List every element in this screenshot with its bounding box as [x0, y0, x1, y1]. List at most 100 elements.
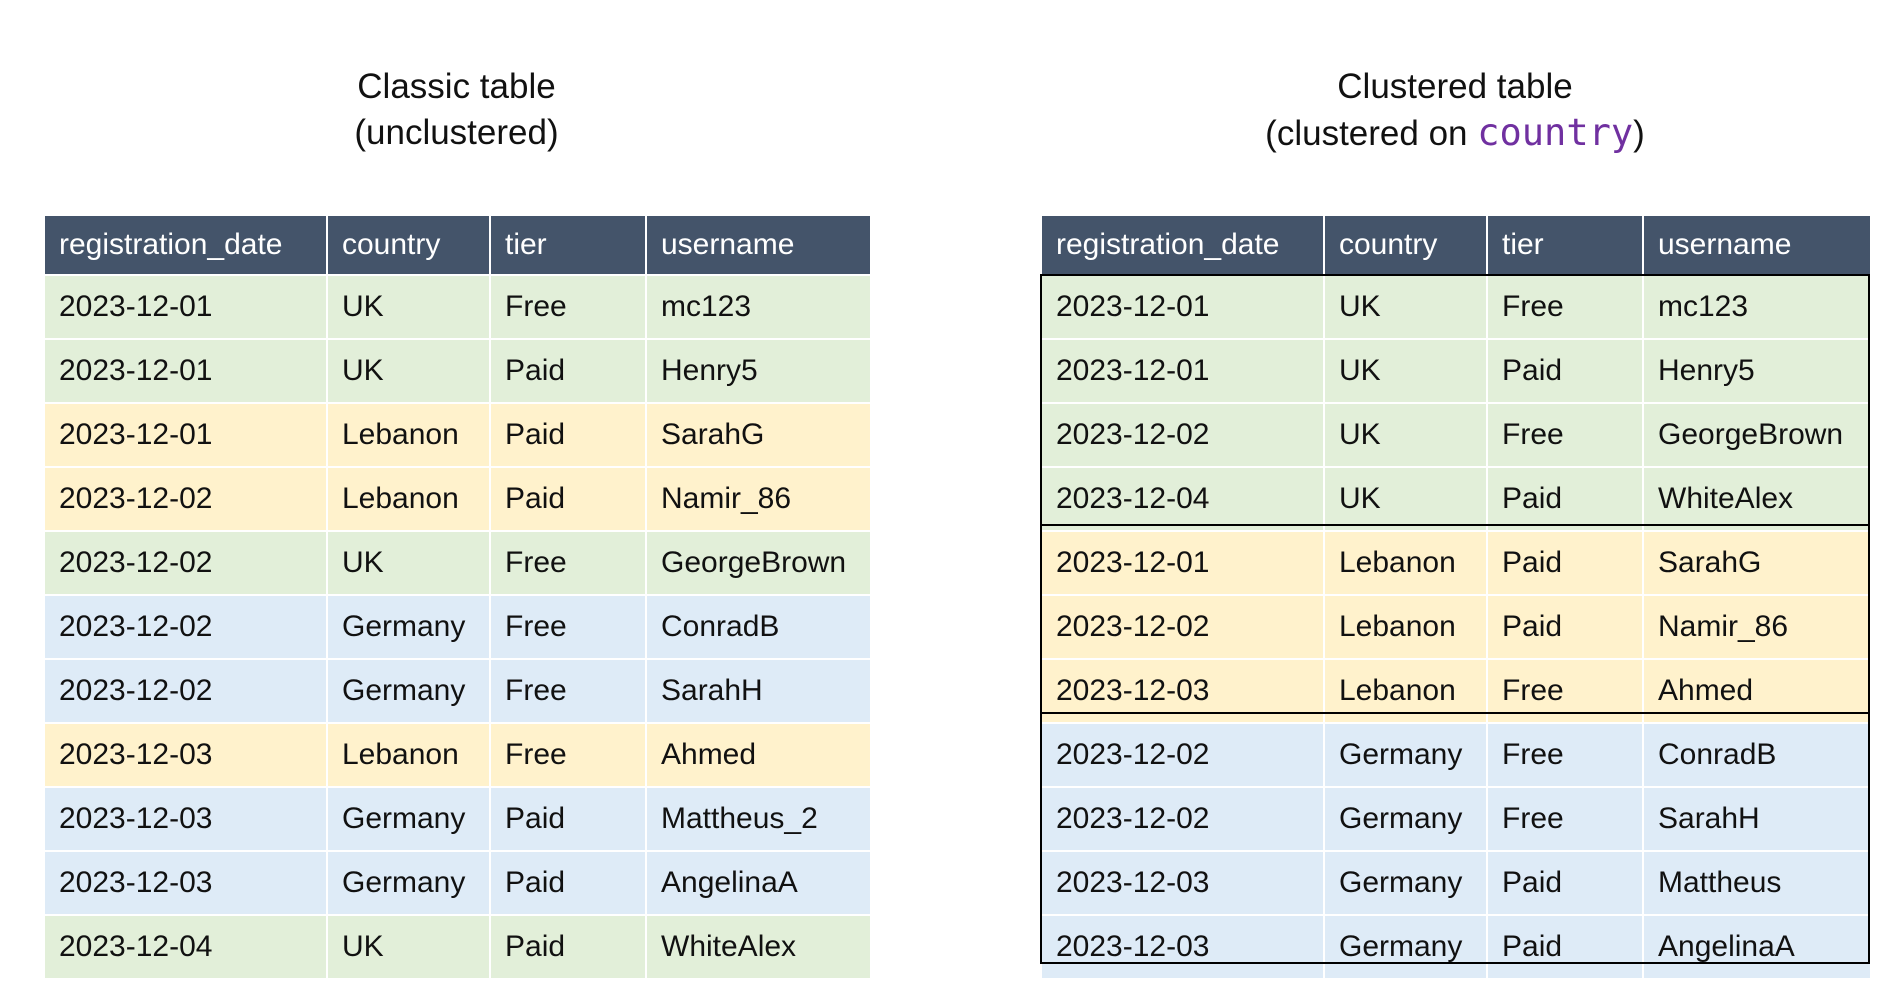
date-cell: 2023-12-01 — [43, 274, 328, 340]
date-cell: 2023-12-02 — [1040, 722, 1325, 788]
table-row: 2023-12-03 Lebanon Free Ahmed — [43, 722, 872, 788]
date-cell: 2023-12-03 — [43, 722, 328, 788]
table-row: 2023-12-02 UK Free GeorgeBrown — [43, 530, 872, 596]
title-prefix: (clustered on — [1265, 114, 1478, 153]
header-cell: country — [326, 214, 491, 276]
country-cell: UK — [1323, 402, 1488, 468]
country-cell: UK — [326, 530, 491, 596]
date-cell: 2023-12-02 — [43, 530, 328, 596]
table-row: 2023-12-02 UK Free GeorgeBrown — [1040, 402, 1872, 468]
date-cell: 2023-12-02 — [43, 594, 328, 660]
username-cell: SarahG — [1642, 530, 1872, 596]
date-cell: 2023-12-03 — [43, 850, 328, 916]
tier-cell: Paid — [1486, 914, 1644, 980]
username-cell: Namir_86 — [645, 466, 872, 532]
table-row: 2023-12-01 Lebanon Paid SarahG — [1040, 530, 1872, 596]
country-cell: Lebanon — [1323, 594, 1488, 660]
country-cell: Germany — [1323, 850, 1488, 916]
username-cell: Henry5 — [645, 338, 872, 404]
table-row: 2023-12-04 UK Paid WhiteAlex — [43, 914, 872, 980]
date-cell: 2023-12-03 — [1040, 850, 1325, 916]
username-cell: mc123 — [1642, 274, 1872, 340]
date-cell: 2023-12-01 — [1040, 530, 1325, 596]
header-cell: tier — [489, 214, 647, 276]
header-row: registration_date country tier username — [1040, 214, 1872, 276]
clustered-title-line1: Clustered table — [1337, 67, 1573, 106]
table-row: 2023-12-03 Germany Paid Mattheus_2 — [43, 786, 872, 852]
table-row: 2023-12-03 Germany Paid AngelinaA — [43, 850, 872, 916]
date-cell: 2023-12-04 — [43, 914, 328, 980]
header-cell: registration_date — [1040, 214, 1325, 276]
country-cell: UK — [326, 274, 491, 340]
header-cell: username — [1642, 214, 1872, 276]
table-row: 2023-12-01 UK Paid Henry5 — [43, 338, 872, 404]
table-row: 2023-12-02 Lebanon Paid Namir_86 — [43, 466, 872, 532]
date-cell: 2023-12-01 — [1040, 338, 1325, 404]
country-cell: Germany — [1323, 722, 1488, 788]
tier-cell: Paid — [489, 466, 647, 532]
username-cell: mc123 — [645, 274, 872, 340]
username-cell: Mattheus — [1642, 850, 1872, 916]
date-cell: 2023-12-02 — [1040, 786, 1325, 852]
table-row: 2023-12-02 Germany Free SarahH — [1040, 786, 1872, 852]
country-cell: Germany — [326, 594, 491, 660]
table-row: 2023-12-02 Lebanon Paid Namir_86 — [1040, 594, 1872, 660]
username-cell: Namir_86 — [1642, 594, 1872, 660]
tier-cell: Free — [489, 722, 647, 788]
date-cell: 2023-12-04 — [1040, 466, 1325, 532]
tier-cell: Paid — [1486, 850, 1644, 916]
username-cell: Mattheus_2 — [645, 786, 872, 852]
username-cell: ConradB — [1642, 722, 1872, 788]
classic-table: registration_date country tier username … — [43, 214, 872, 980]
date-cell: 2023-12-01 — [43, 402, 328, 468]
tier-cell: Free — [1486, 274, 1644, 340]
username-cell: SarahH — [1642, 786, 1872, 852]
table-row: 2023-12-02 Germany Free ConradB — [1040, 722, 1872, 788]
date-cell: 2023-12-01 — [1040, 274, 1325, 340]
country-cell: Germany — [326, 850, 491, 916]
tier-cell: Free — [1486, 402, 1644, 468]
title-suffix: ) — [1633, 114, 1645, 153]
tier-cell: Paid — [1486, 530, 1644, 596]
table-row: 2023-12-03 Lebanon Free Ahmed — [1040, 658, 1872, 724]
country-cell: Lebanon — [1323, 658, 1488, 724]
header-cell: username — [645, 214, 872, 276]
tier-cell: Paid — [1486, 466, 1644, 532]
table-row: 2023-12-01 UK Free mc123 — [43, 274, 872, 340]
username-cell: WhiteAlex — [645, 914, 872, 980]
table-row: 2023-12-01 UK Free mc123 — [1040, 274, 1872, 340]
clustered-table-title: Clustered table (clustered on country) — [1040, 64, 1870, 157]
table-row: 2023-12-01 UK Paid Henry5 — [1040, 338, 1872, 404]
clustered-table: registration_date country tier username … — [1040, 214, 1872, 980]
table-row: 2023-12-01 Lebanon Paid SarahG — [43, 402, 872, 468]
username-cell: Henry5 — [1642, 338, 1872, 404]
country-cell: Lebanon — [326, 722, 491, 788]
username-cell: SarahG — [645, 402, 872, 468]
header-cell: registration_date — [43, 214, 328, 276]
username-cell: WhiteAlex — [1642, 466, 1872, 532]
table-row: 2023-12-03 Germany Paid Mattheus — [1040, 850, 1872, 916]
date-cell: 2023-12-02 — [1040, 402, 1325, 468]
tier-cell: Free — [1486, 658, 1644, 724]
tier-cell: Paid — [1486, 594, 1644, 660]
country-cell: Germany — [326, 786, 491, 852]
tier-cell: Free — [489, 274, 647, 340]
country-cell: Germany — [326, 658, 491, 724]
country-cell: UK — [326, 914, 491, 980]
clustered-title-line2: (clustered on country) — [1040, 110, 1870, 157]
date-cell: 2023-12-03 — [1040, 658, 1325, 724]
table-row: 2023-12-02 Germany Free ConradB — [43, 594, 872, 660]
username-cell: SarahH — [645, 658, 872, 724]
country-cell: Lebanon — [1323, 530, 1488, 596]
username-cell: GeorgeBrown — [1642, 402, 1872, 468]
country-cell: UK — [1323, 274, 1488, 340]
country-cell: Germany — [1323, 786, 1488, 852]
tier-cell: Free — [489, 594, 647, 660]
username-cell: AngelinaA — [645, 850, 872, 916]
table-row: 2023-12-03 Germany Paid AngelinaA — [1040, 914, 1872, 980]
tier-cell: Paid — [489, 402, 647, 468]
tier-cell: Free — [489, 658, 647, 724]
table-row: 2023-12-02 Germany Free SarahH — [43, 658, 872, 724]
date-cell: 2023-12-03 — [1040, 914, 1325, 980]
table-row: 2023-12-04 UK Paid WhiteAlex — [1040, 466, 1872, 532]
